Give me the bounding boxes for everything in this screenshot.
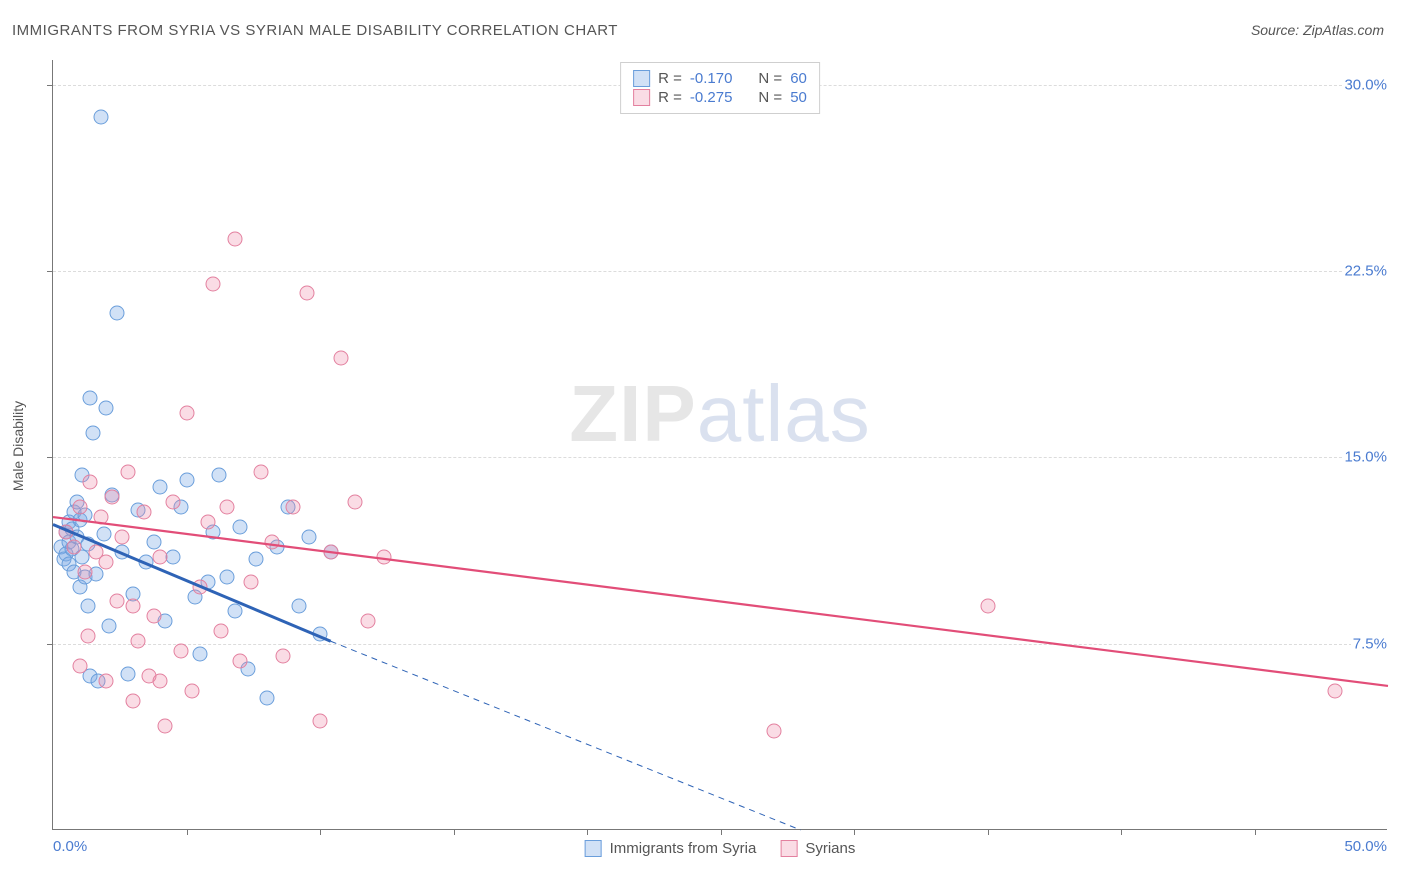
legend-label: Syrians [805, 840, 855, 857]
x-tick [587, 829, 588, 835]
regression-lines [53, 60, 1387, 829]
chart-title: IMMIGRANTS FROM SYRIA VS SYRIAN MALE DIS… [12, 22, 618, 39]
swatch-icon [633, 89, 650, 106]
regression-line [331, 641, 801, 830]
legend-row: R = -0.170 N = 60 [633, 69, 807, 88]
legend-item: Immigrants from Syria [585, 840, 757, 857]
r-label: R = [658, 70, 682, 87]
n-label: N = [758, 70, 782, 87]
x-tick [1121, 829, 1122, 835]
n-label: N = [758, 89, 782, 106]
legend-row: R = -0.275 N = 50 [633, 88, 807, 107]
legend-label: Immigrants from Syria [610, 840, 757, 857]
n-value: 50 [790, 89, 807, 106]
swatch-icon [585, 840, 602, 857]
x-tick [854, 829, 855, 835]
regression-line [53, 517, 1388, 686]
r-label: R = [658, 89, 682, 106]
swatch-icon [780, 840, 797, 857]
x-axis-max-label: 50.0% [1344, 838, 1387, 855]
x-tick [1255, 829, 1256, 835]
legend-series: Immigrants from Syria Syrians [585, 840, 856, 857]
legend-correlation: R = -0.170 N = 60 R = -0.275 N = 50 [620, 62, 820, 114]
x-tick [721, 829, 722, 835]
source-label: Source: ZipAtlas.com [1251, 22, 1384, 38]
n-value: 60 [790, 70, 807, 87]
y-axis-title: Male Disability [10, 401, 26, 491]
swatch-icon [633, 70, 650, 87]
x-tick [454, 829, 455, 835]
x-tick [187, 829, 188, 835]
regression-line [53, 524, 331, 641]
plot-area: ZIPatlas R = -0.170 N = 60 R = -0.275 N … [52, 60, 1387, 830]
legend-item: Syrians [780, 840, 855, 857]
x-tick [988, 829, 989, 835]
r-value: -0.275 [690, 89, 733, 106]
x-tick [320, 829, 321, 835]
x-axis-min-label: 0.0% [53, 838, 87, 855]
r-value: -0.170 [690, 70, 733, 87]
